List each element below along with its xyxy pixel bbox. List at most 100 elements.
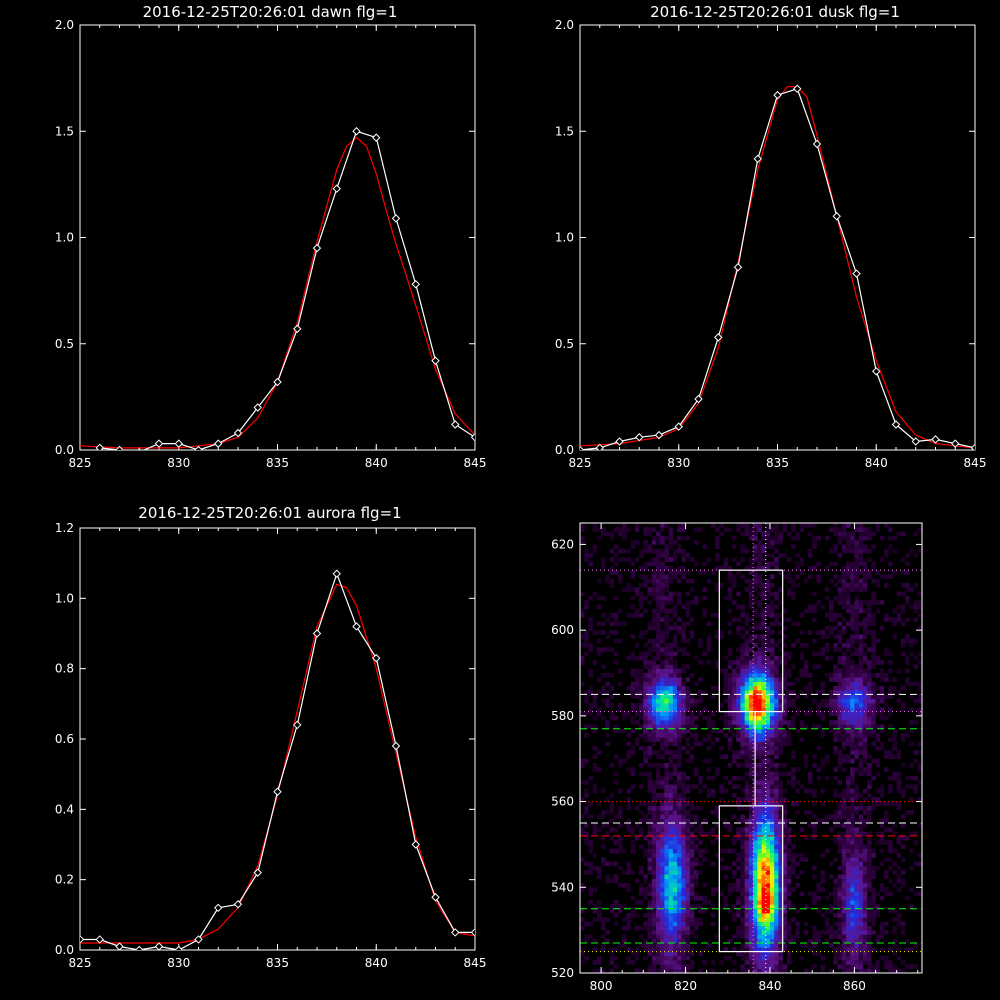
image-cell: [643, 715, 648, 721]
image-cell: [689, 861, 695, 867]
image-cell: [689, 887, 695, 892]
image-cell: [694, 895, 699, 901]
image-cell: [681, 835, 686, 841]
image-cell: [841, 938, 847, 944]
image-cell: [782, 660, 788, 665]
image-cell: [858, 578, 864, 584]
image-cell: [791, 750, 796, 755]
image-cell: [647, 831, 653, 837]
image-cell: [803, 664, 809, 670]
image-cell: [651, 947, 657, 952]
image-cell: [727, 887, 733, 892]
image-cell: [677, 578, 682, 584]
image-cell: [660, 535, 665, 541]
image-cell: [774, 934, 779, 940]
image-cell: [837, 600, 843, 605]
image-cell: [723, 690, 729, 695]
image-cell: [664, 763, 669, 768]
image-cell: [681, 960, 686, 965]
image-cell: [888, 827, 893, 832]
image-cell: [744, 690, 750, 695]
image-cell: [909, 651, 914, 657]
image-cell: [719, 960, 724, 965]
image-cell: [744, 784, 750, 790]
image-cell: [884, 553, 889, 558]
image-cell: [698, 904, 703, 910]
image-cell: [867, 960, 872, 965]
image-cell: [668, 540, 674, 545]
image-cell: [580, 660, 585, 665]
image-cell: [782, 814, 788, 820]
image-cell: [668, 835, 674, 841]
image-cell: [677, 878, 682, 884]
image-cell: [584, 643, 589, 648]
image-cell: [765, 741, 771, 747]
image-cell: [846, 823, 851, 828]
image-cell: [744, 694, 750, 700]
image-cell: [786, 831, 792, 837]
image-cell: [748, 677, 754, 682]
image-cell: [867, 715, 872, 721]
aurora-data-point: [352, 622, 361, 631]
image-cell: [867, 771, 872, 777]
image-cell: [736, 523, 741, 528]
image-cell: [664, 887, 669, 892]
aurora-panel: 2016-12-25T20:26:01 aurora flg=1 825 830 8…: [55, 504, 487, 970]
image-cell: [875, 711, 881, 717]
image-cell: [871, 617, 876, 622]
image-cell: [723, 724, 729, 730]
image-cell: [782, 865, 788, 871]
image-cell: [761, 831, 767, 837]
image-cell: [862, 848, 868, 854]
image-cell: [791, 861, 796, 867]
image-cell: [664, 848, 669, 854]
image-cell: [858, 917, 864, 922]
image-cell: [875, 758, 881, 764]
image-cell: [732, 840, 737, 845]
image-cell: [761, 733, 767, 738]
image-cell: [630, 707, 636, 712]
image-cell: [685, 891, 691, 897]
image-cell: [837, 540, 843, 545]
image-cell: [605, 698, 610, 704]
aurora-data-point: [115, 942, 124, 950]
image-cell: [803, 968, 809, 974]
image-cell: [765, 685, 771, 691]
image-cell: [672, 917, 678, 922]
image-cell: [651, 891, 657, 897]
image-cell: [837, 655, 843, 661]
image-cell: [770, 608, 775, 614]
image-cell: [850, 908, 855, 914]
image-cell: [660, 523, 665, 528]
image-cell: [643, 925, 648, 931]
image-cell: [858, 878, 864, 884]
image-cell: [770, 630, 775, 635]
image-cell: [837, 883, 843, 888]
image-cell: [854, 891, 859, 897]
image-cell: [917, 660, 923, 665]
image-cell: [778, 707, 783, 712]
image-cell: [744, 728, 750, 734]
image-cell: [609, 848, 615, 854]
image-cell: [694, 733, 699, 738]
image-cell: [871, 805, 876, 811]
image-cell: [799, 857, 805, 862]
aurora-title: 2016-12-25T20:26:01 aurora flg=1: [138, 504, 401, 522]
image-cell: [668, 823, 674, 828]
image-cell: [685, 814, 691, 820]
image-cell: [770, 951, 775, 957]
image-cell: [605, 823, 610, 828]
image-cell: [761, 715, 767, 721]
image-cell: [651, 797, 657, 802]
image-cell: [774, 685, 779, 691]
image-cell: [867, 810, 872, 815]
image-cell: [829, 943, 834, 948]
image-cell: [774, 621, 779, 627]
image-cell: [668, 964, 674, 970]
image-cell: [651, 583, 657, 588]
image-cell: [656, 643, 661, 648]
image-cell: [846, 951, 851, 957]
image-cell: [884, 840, 889, 845]
image-cell: [757, 600, 762, 605]
image-cell: [765, 643, 771, 648]
